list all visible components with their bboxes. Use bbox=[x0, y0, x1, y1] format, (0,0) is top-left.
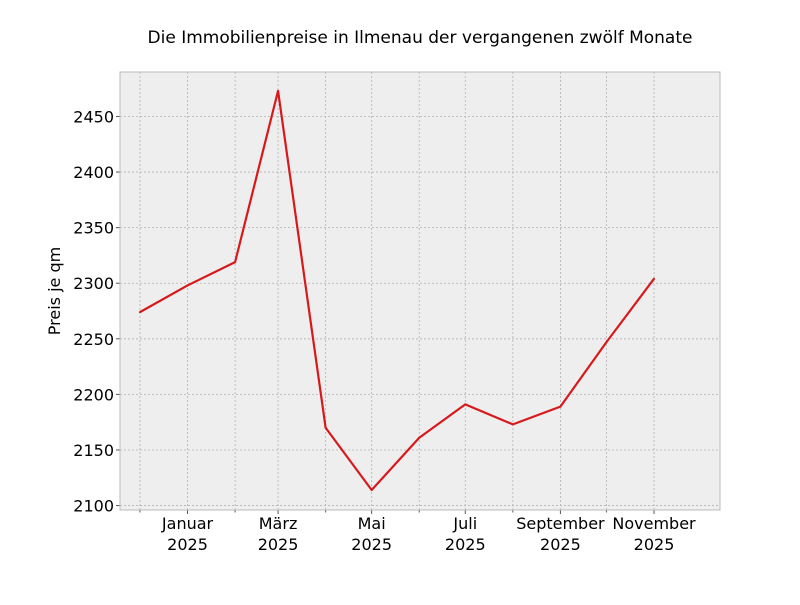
y-tick-label: 2150 bbox=[73, 441, 114, 460]
x-tick-label-month: Januar bbox=[161, 514, 214, 533]
plot-frame bbox=[119, 71, 721, 511]
data-point bbox=[370, 488, 373, 491]
data-point bbox=[138, 311, 141, 314]
y-tick-label: 2400 bbox=[73, 163, 114, 182]
x-tick-label-month: März bbox=[259, 514, 298, 533]
x-tick-label-year: 2025 bbox=[167, 535, 208, 554]
tick-labels: 2100 2150 2200 2250 2300 2350 2400 2450 Januar 20… bbox=[73, 107, 696, 554]
x-tick-label-year: 2025 bbox=[445, 535, 486, 554]
data-point bbox=[511, 423, 514, 426]
y-tick-label: 2250 bbox=[73, 330, 114, 349]
data-point bbox=[234, 261, 237, 264]
y-tick-label: 2450 bbox=[73, 107, 114, 126]
x-tick-label-month: Mai bbox=[358, 514, 386, 533]
x-tick-label-year: 2025 bbox=[351, 535, 392, 554]
x-tick-label-year: 2025 bbox=[634, 535, 675, 554]
data-point bbox=[605, 341, 608, 344]
series-line bbox=[139, 89, 655, 492]
series-layer bbox=[138, 89, 656, 492]
y-axis-label: Preis je qm bbox=[45, 247, 64, 335]
data-point bbox=[418, 436, 421, 439]
y-tick-label: 2350 bbox=[73, 219, 114, 238]
plot-area bbox=[120, 72, 720, 510]
x-tick-label-month: Juli bbox=[452, 514, 477, 533]
data-point bbox=[653, 277, 656, 280]
x-tick-label-year: 2025 bbox=[540, 535, 581, 554]
data-point bbox=[464, 403, 467, 406]
x-tick-label-month: September bbox=[516, 514, 605, 533]
y-tick-label: 2200 bbox=[73, 385, 114, 404]
data-point bbox=[186, 284, 189, 287]
data-point bbox=[559, 405, 562, 408]
x-tick-label-month: November bbox=[612, 514, 696, 533]
data-point bbox=[324, 426, 327, 429]
x-tick-label-year: 2025 bbox=[258, 535, 299, 554]
chart-title: Die Immobilienpreise in Ilmenau der verg… bbox=[148, 28, 693, 48]
y-tick-label: 2300 bbox=[73, 274, 114, 293]
y-tick-label: 2100 bbox=[73, 497, 114, 516]
data-point bbox=[277, 89, 280, 92]
